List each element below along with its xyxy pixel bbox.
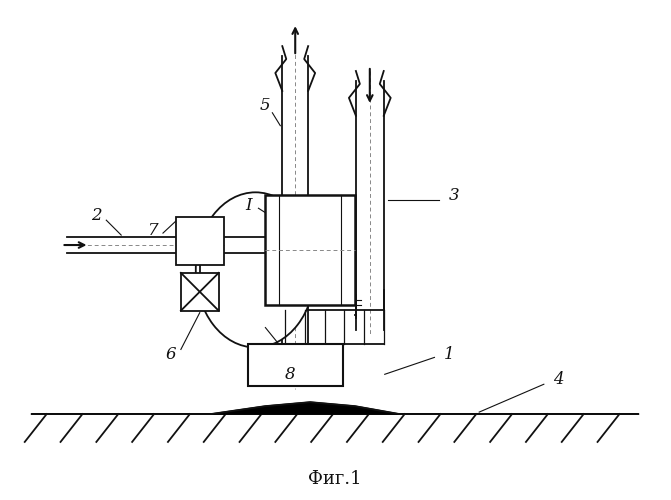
Text: 5: 5: [260, 98, 270, 114]
Text: 1: 1: [444, 346, 455, 363]
Bar: [176, 217, 223, 265]
Text: 2: 2: [91, 206, 101, 224]
Text: 3: 3: [449, 187, 460, 204]
Text: I: I: [245, 196, 252, 214]
Text: 8: 8: [285, 366, 295, 383]
Text: Фиг.1: Фиг.1: [308, 470, 362, 488]
Text: 6: 6: [166, 346, 176, 363]
Polygon shape: [32, 402, 638, 414]
Text: 4: 4: [554, 371, 564, 388]
Bar: [181, 273, 219, 310]
Text: 7: 7: [148, 222, 158, 238]
Bar: [248, 344, 343, 386]
Bar: [266, 196, 355, 304]
Ellipse shape: [196, 192, 315, 348]
